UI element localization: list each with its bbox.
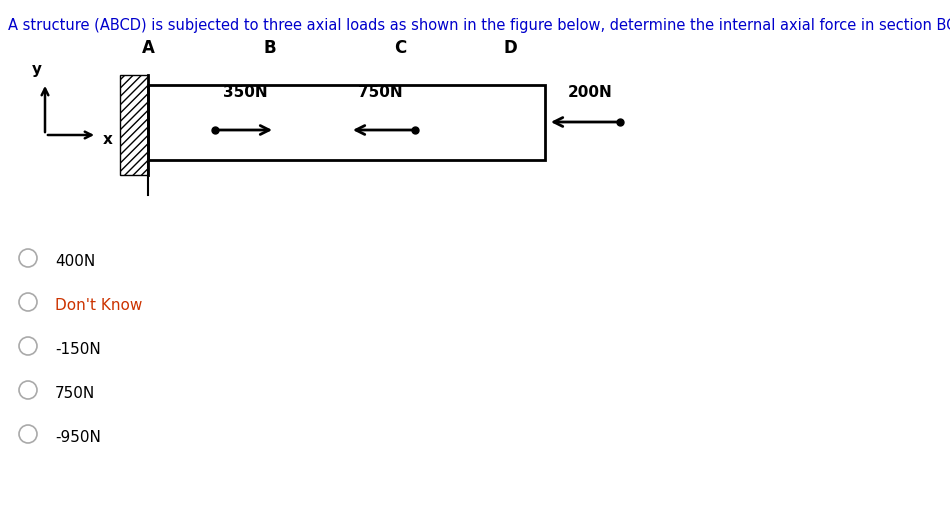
Bar (148, 85, 545, 160)
Text: C: C (394, 39, 407, 57)
Text: B: B (264, 39, 276, 57)
Text: -950N: -950N (55, 431, 101, 445)
Text: A structure (ABCD) is subjected to three axial loads as shown in the figure belo: A structure (ABCD) is subjected to three… (8, 18, 950, 33)
Text: y: y (32, 62, 42, 77)
Text: 200N: 200N (568, 85, 613, 100)
Text: 350N: 350N (222, 85, 267, 100)
Text: 750N: 750N (358, 85, 402, 100)
Text: Don't Know: Don't Know (55, 299, 142, 314)
Text: -150N: -150N (55, 342, 101, 357)
Text: x: x (103, 132, 113, 147)
Text: A: A (142, 39, 155, 57)
Text: 750N: 750N (55, 386, 95, 402)
Bar (120, 75, 148, 175)
Text: 400N: 400N (55, 254, 95, 269)
Text: D: D (504, 39, 517, 57)
